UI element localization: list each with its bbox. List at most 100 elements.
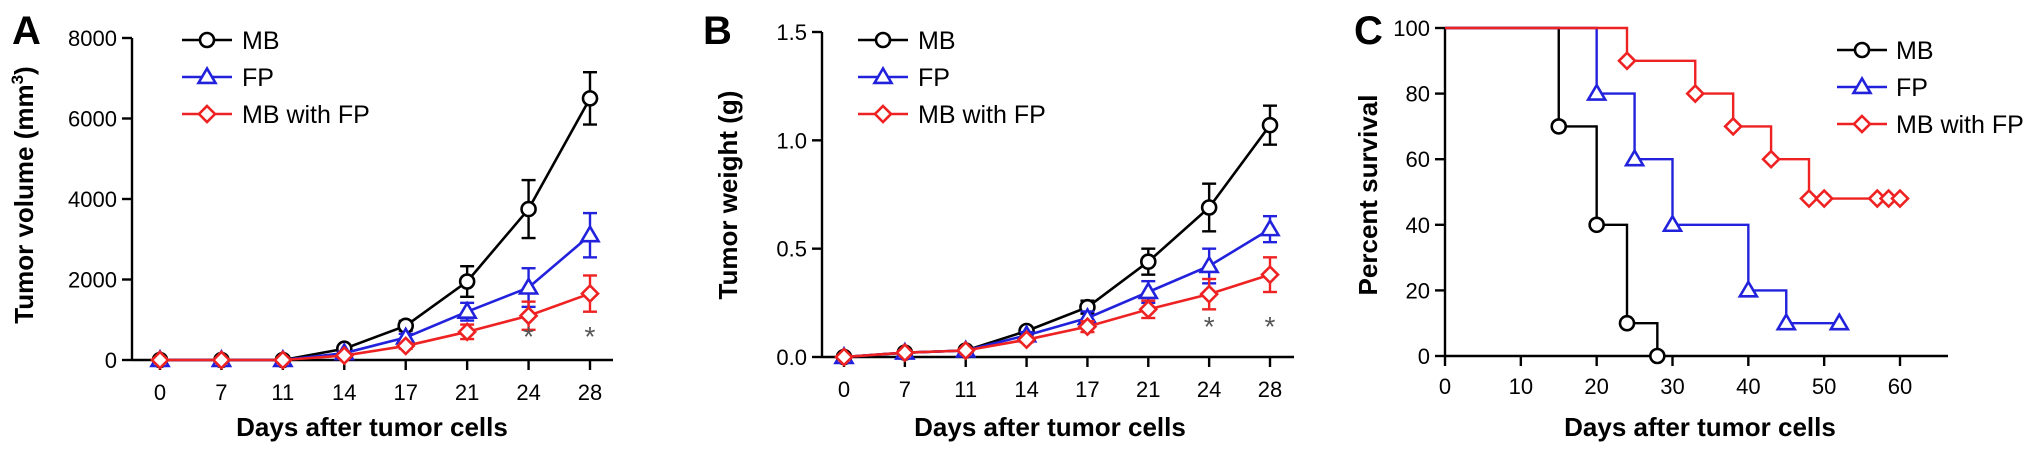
data-point-mb (1200, 199, 1218, 216)
y-tick-label: 0 (105, 348, 117, 373)
panel-b-series (833, 104, 1281, 367)
data-point-mb-with-fp (1260, 264, 1280, 285)
y-tick-label: 1.5 (776, 20, 807, 45)
x-tick-label: 0 (838, 377, 850, 402)
data-point-mb-with-fp (1761, 149, 1781, 170)
data-point-fp (1259, 218, 1281, 237)
data-point-mb-with-fp (834, 347, 854, 367)
data-point-mb (1139, 253, 1157, 270)
panel-c-xlabel: Days after tumor cells (1564, 412, 1836, 442)
x-tick-label: 40 (1736, 374, 1760, 399)
y-tick-label: 40 (1406, 213, 1430, 238)
data-point-mb (458, 273, 476, 290)
panel-a-xlabel: Days after tumor cells (236, 412, 508, 442)
data-point-fp (1585, 82, 1608, 101)
legend-label-mb: MB (242, 27, 280, 55)
data-point-mb-with-fp (1016, 329, 1037, 350)
y-tick-label: 0.0 (776, 345, 807, 370)
significance-star: * (1265, 311, 1276, 342)
legend-item-fp: FP (858, 64, 950, 92)
legend-marker-fp (872, 65, 894, 85)
x-tick-label: 50 (1812, 374, 1836, 399)
data-point-mb-with-fp (1799, 188, 1819, 209)
y-tick-label: 2000 (68, 268, 117, 293)
data-point-mb-with-fp (1617, 50, 1637, 71)
y-tick-label: 100 (1393, 16, 1430, 41)
series-mb-with-fp (834, 256, 1280, 367)
series-mb-with-fp (150, 274, 600, 370)
x-tick-label: 10 (1509, 374, 1533, 399)
data-point-mb-with-fp (1814, 188, 1835, 209)
data-point-fp (1775, 312, 1798, 331)
panel-a-annotations: * * (523, 321, 595, 352)
panel-c-x-ticks: 0 10 20 30 40 50 60 (1439, 356, 1912, 399)
panel-a-legend: MB FP MB with FP (182, 27, 370, 129)
panel-b-xlabel: Days after tumor cells (914, 412, 1186, 442)
data-point-mb-with-fp (395, 336, 416, 356)
y-tick-label: 6000 (68, 107, 117, 132)
legend-marker-mb (874, 31, 892, 49)
panel-a-ylabel: Tumor volume (mm3) (8, 66, 39, 323)
data-point-mb (581, 90, 599, 107)
data-point-fp (579, 224, 601, 243)
data-point-mb-with-fp (211, 350, 232, 370)
data-point-mb (1588, 216, 1605, 234)
y-tick-label: 80 (1406, 82, 1430, 107)
panel-a-label: A (12, 9, 41, 53)
data-point-mb-with-fp (1723, 116, 1744, 137)
data-point-mb-with-fp (1077, 316, 1098, 337)
significance-star: * (1204, 311, 1215, 342)
y-tick-label: 20 (1406, 278, 1430, 303)
panel-b-label: B (703, 9, 732, 53)
data-point-mb-with-fp (150, 350, 170, 370)
y-tick-label: 0 (1418, 344, 1430, 369)
x-tick-label: 20 (1584, 374, 1608, 399)
data-point-mb (520, 200, 537, 218)
legend-item-fp: FP (1837, 74, 1928, 102)
x-tick-label: 30 (1660, 374, 1684, 399)
data-point-mb-with-fp (895, 342, 915, 363)
data-point-mb-with-fp (1685, 83, 1706, 104)
x-tick-label: 0 (154, 380, 166, 405)
x-tick-label: 28 (578, 380, 602, 405)
legend-marker-mb-with-fp (197, 104, 217, 124)
data-point-fp (1828, 312, 1851, 331)
data-point-fp (517, 276, 540, 295)
x-tick-label: 14 (332, 380, 356, 405)
series-mb-with-fp (1445, 26, 1910, 209)
data-point-mb (1550, 118, 1568, 135)
data-point-fp (456, 300, 478, 319)
data-point-mb-with-fp (1199, 284, 1219, 305)
x-tick-label: 21 (1136, 377, 1160, 402)
panel-c: C Percent survival Days after tumor cell… (1353, 9, 2024, 442)
legend-marker-mb (198, 31, 216, 49)
y-tick-label: 0.5 (776, 237, 807, 262)
data-point-fp (1737, 279, 1760, 298)
legend-marker-mb (1853, 41, 1871, 59)
panel-a-y-ticks: 0 2000 4000 6000 8000 (68, 26, 132, 373)
data-point-mb-with-fp (457, 321, 477, 342)
legend-marker-mb-with-fp (873, 104, 893, 124)
x-tick-label: 0 (1439, 374, 1451, 399)
panel-b: B Tumor weight (g) Days after tumor cell… (703, 9, 1294, 442)
legend-label-mb-with-fp: MB with FP (1896, 111, 2024, 139)
legend-item-mb: MB (858, 27, 956, 55)
data-point-fp (1623, 148, 1646, 167)
survival-line-fp (1445, 26, 1840, 325)
panel-b-x-ticks: 0 7 11 14 17 21 24 28 (838, 357, 1282, 402)
data-point-mb-with-fp (580, 283, 600, 304)
panel-c-y-ticks: 0 20 40 60 80 100 (1393, 16, 1445, 369)
panel-b-legend: MB FP MB with FP (858, 27, 1046, 129)
legend-item-mb-with-fp: MB with FP (1837, 111, 2024, 139)
panel-b-ylabel: Tumor weight (g) (713, 91, 743, 300)
legend-label-mb: MB (1896, 37, 1934, 65)
legend-item-mb: MB (1837, 37, 1934, 65)
panel-a-series (149, 71, 601, 370)
y-tick-label: 1.0 (776, 128, 807, 153)
legend-item-mb-with-fp: MB with FP (858, 101, 1046, 129)
x-tick-label: 60 (1888, 374, 1912, 399)
x-tick-label: 24 (1197, 377, 1221, 402)
x-tick-label: 17 (1075, 377, 1099, 402)
data-point-mb (1618, 314, 1636, 332)
y-tick-label: 8000 (68, 26, 117, 51)
